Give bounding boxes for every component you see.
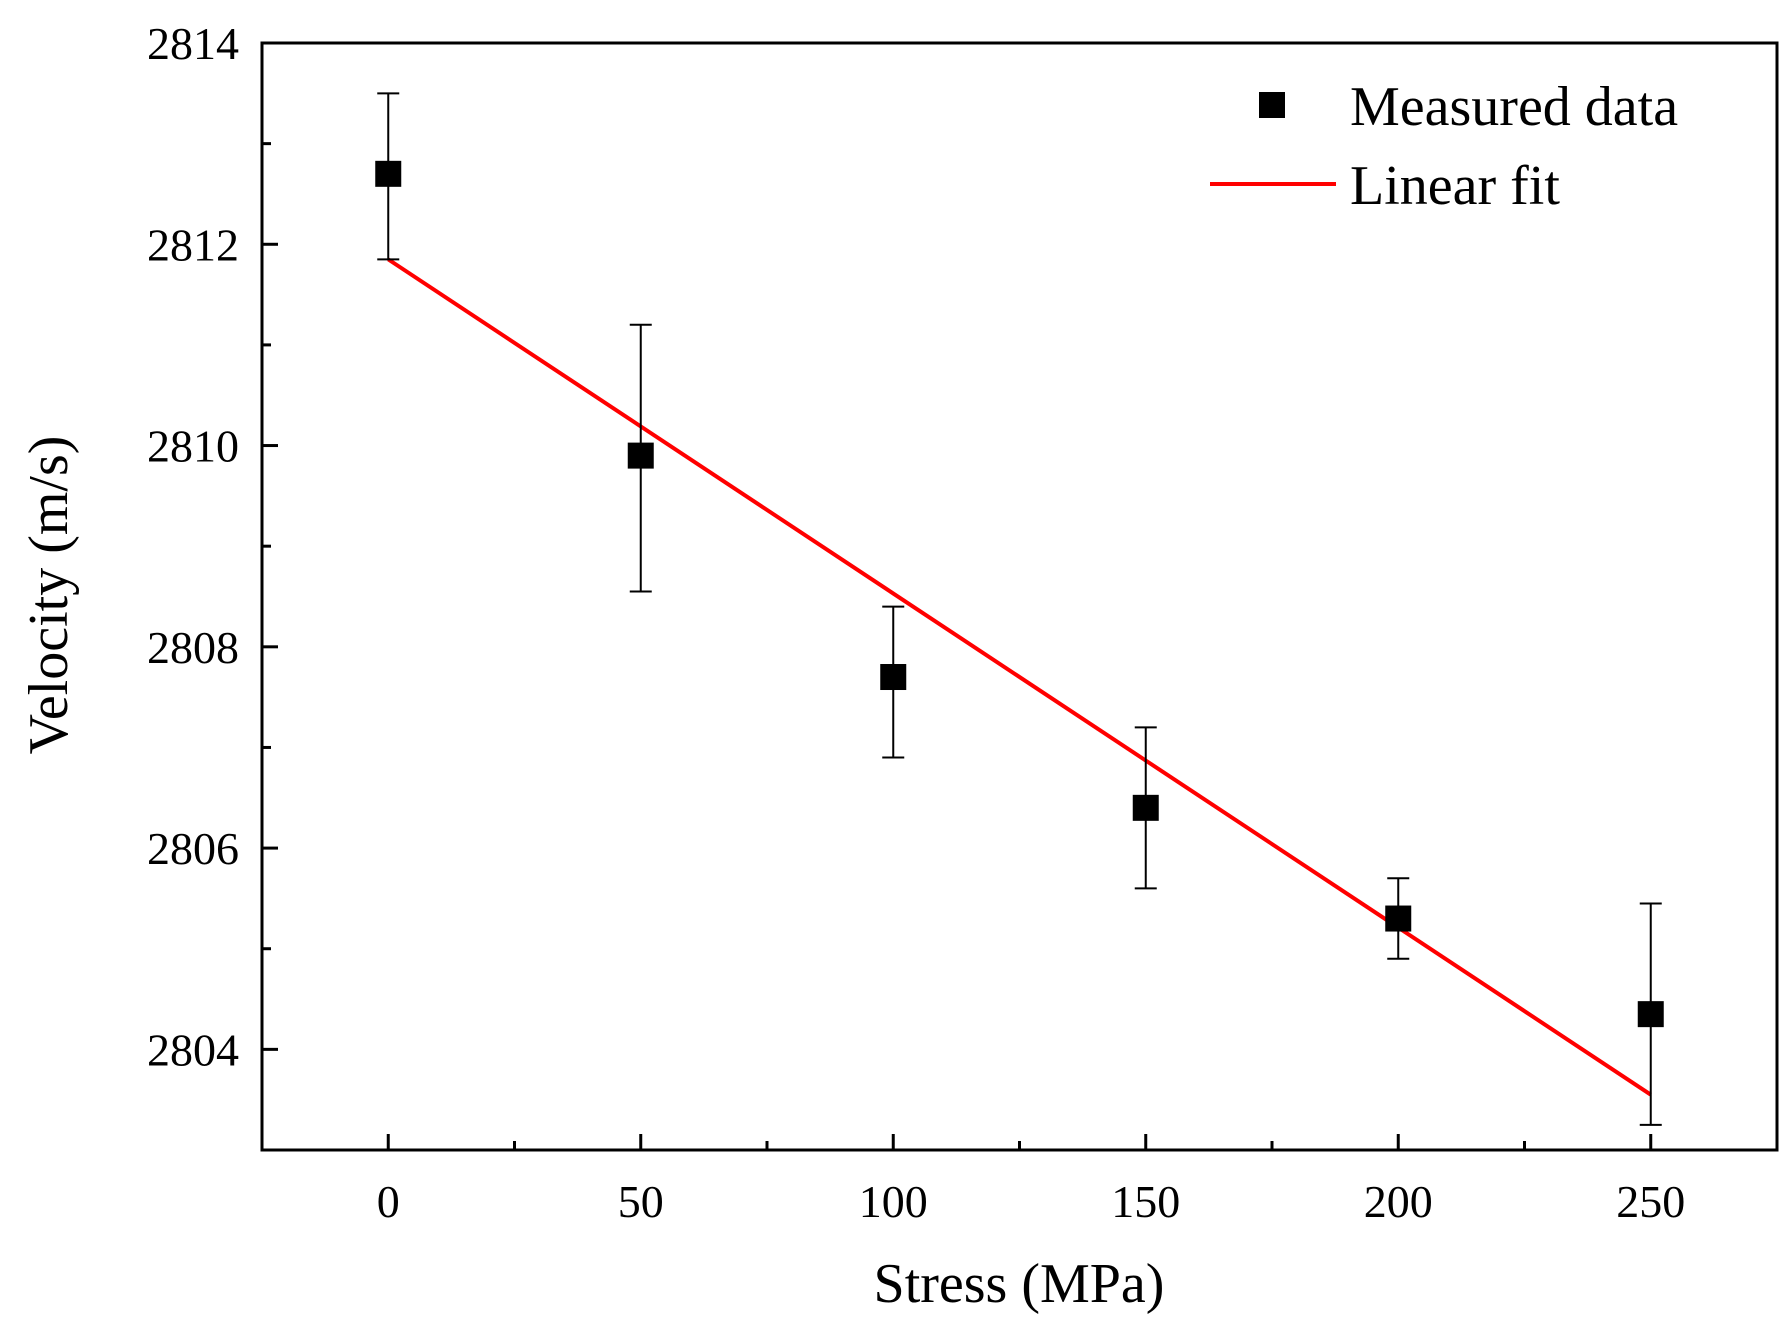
data-point bbox=[1637, 1001, 1664, 1028]
legend: Measured data Linear fit bbox=[1210, 76, 1678, 217]
y-axis-title: Velocity (m/s) bbox=[18, 436, 80, 755]
y-tick-label-2810: 2810 bbox=[147, 421, 239, 472]
y-tick-label-2806: 2806 bbox=[147, 823, 239, 874]
legend-label-measured: Measured data bbox=[1350, 76, 1678, 138]
data-point bbox=[880, 664, 907, 691]
x-tick-label-150: 150 bbox=[1111, 1176, 1180, 1227]
linear-fit-line bbox=[387, 257, 1652, 1097]
y-axis-ticks: 2804 2806 2808 2810 2812 2814 bbox=[147, 18, 278, 1075]
y-tick-label-2814: 2814 bbox=[147, 18, 239, 69]
x-tick-label-0: 0 bbox=[377, 1176, 400, 1227]
legend-label-fit: Linear fit bbox=[1350, 155, 1560, 217]
x-axis-title: Stress (MPa) bbox=[874, 1253, 1165, 1315]
linear-fit-layer bbox=[387, 257, 1652, 1097]
data-point bbox=[1385, 905, 1412, 932]
legend-marker-measured bbox=[1259, 92, 1285, 118]
data-points bbox=[375, 160, 1664, 1028]
error-bars bbox=[377, 92, 1662, 1126]
data-point bbox=[1132, 794, 1159, 821]
y-tick-label-2812: 2812 bbox=[147, 219, 239, 270]
x-tick-label-100: 100 bbox=[859, 1176, 928, 1227]
x-tick-label-50: 50 bbox=[618, 1176, 664, 1227]
y-tick-label-2804: 2804 bbox=[147, 1024, 239, 1075]
data-point bbox=[375, 160, 402, 187]
y-tick-label-2808: 2808 bbox=[147, 622, 239, 673]
x-tick-label-250: 250 bbox=[1616, 1176, 1685, 1227]
x-axis-ticks: 0 50 100 150 200 250 bbox=[377, 1134, 1685, 1227]
data-point bbox=[627, 442, 654, 469]
x-tick-label-200: 200 bbox=[1364, 1176, 1433, 1227]
